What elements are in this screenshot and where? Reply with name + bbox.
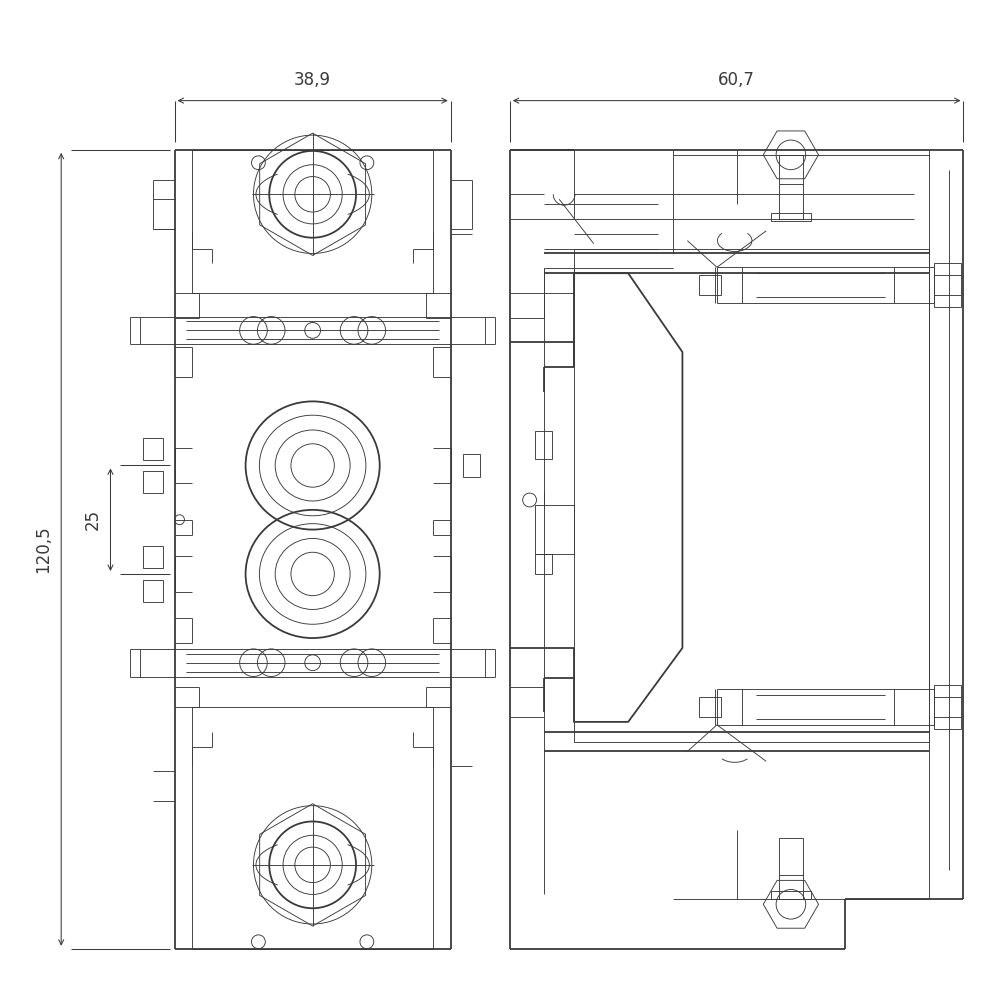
Bar	[140, 317, 485, 344]
Text: 38,9: 38,9	[294, 71, 331, 89]
Bar	[192, 707, 433, 949]
Text: 25: 25	[84, 509, 102, 530]
Bar	[779, 155, 803, 219]
Text: 60,7: 60,7	[718, 71, 755, 89]
Bar	[535, 554, 552, 574]
Bar	[771, 891, 811, 899]
Text: 120,5: 120,5	[34, 525, 52, 573]
Bar	[535, 505, 574, 554]
Bar	[699, 697, 721, 717]
Bar	[140, 649, 485, 677]
Bar	[934, 263, 961, 307]
Bar	[143, 546, 163, 568]
Bar	[574, 249, 929, 742]
Bar	[699, 275, 721, 295]
Bar	[717, 689, 934, 725]
Bar	[717, 267, 934, 303]
Bar	[143, 438, 163, 460]
Bar	[934, 685, 961, 729]
Bar	[143, 471, 163, 493]
Bar	[463, 454, 480, 477]
Bar	[779, 838, 803, 899]
Bar	[771, 213, 811, 221]
Bar	[535, 431, 552, 459]
Bar	[143, 580, 163, 602]
Bar	[192, 150, 433, 293]
